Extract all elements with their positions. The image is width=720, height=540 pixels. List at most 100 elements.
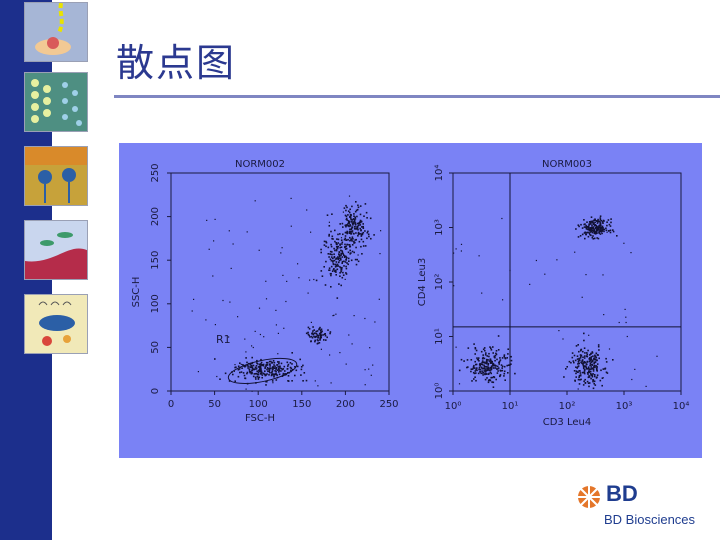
thumbnail-4[interactable] [24,220,88,280]
plot1-event [237,316,239,318]
plot1-event [314,336,316,339]
plot2-event [490,368,493,371]
plot2-event [489,371,492,373]
plot1-event [335,243,338,246]
plot1-event [345,245,347,248]
plot2-event [482,374,484,376]
plot2-event [455,248,457,250]
plot1-event [244,377,247,380]
plot1-event [343,238,346,241]
plot2-event [589,357,591,359]
plot1-event [335,263,337,266]
plot1-event [372,364,374,366]
plot2-ylabel: CD4 Leu3 [417,258,428,306]
plot1-event [347,263,349,266]
plot2-event [577,236,580,238]
plot1-event [354,226,356,228]
plot1-event [310,335,313,338]
plot2-event [599,220,601,223]
plot1-event [237,365,240,368]
plot1-event [351,236,354,238]
plot1-event [332,315,334,317]
plot2-event [583,226,586,228]
plot2-event [507,364,510,366]
plot1-event [275,379,278,381]
cell-receptor-icon [25,147,87,205]
plot1-event [275,368,277,370]
plot1-event [347,257,350,260]
plot1-event [345,247,348,250]
plot1-event [349,236,351,239]
plot1-event [281,247,283,249]
plot2-event [593,232,596,235]
plot2-event [483,364,485,367]
plot1-event [364,369,366,371]
plot2-event [482,372,485,374]
plot2-event [478,360,480,362]
plot2-event [599,229,602,231]
plot2-event [592,373,594,375]
plot1-event [351,205,353,208]
plot2-event [478,255,480,257]
plot1-event [266,367,269,369]
plot2-event [476,369,478,372]
plot2-event [608,223,611,226]
plot2-event [594,384,597,386]
plot2-event [491,362,493,364]
plot2-event [498,361,500,364]
plot1-event [330,243,332,246]
plot2-event [590,358,592,361]
plot1-event [378,298,380,300]
plot2-event [481,363,484,366]
plot1-event [264,373,266,376]
plot1-event [346,243,348,246]
plot2-event [600,224,602,227]
plot2-event [598,232,600,234]
thumbnail-2[interactable] [24,72,88,132]
plot2-event [583,219,585,221]
plot2-event [566,366,568,368]
plot1-event [360,235,363,237]
plot2-event [595,356,598,359]
plot2-event [583,367,585,370]
plot1-event [255,378,257,380]
plot1-event [338,283,340,285]
plot1-event [275,370,277,373]
plot2-event [606,224,608,227]
plot1-event [332,260,334,262]
plot2-event [596,365,598,368]
plot1-event [325,339,327,341]
plot1-event [361,232,363,235]
plot1-event [274,365,276,368]
plot2-event [596,359,598,362]
plot1-event [205,319,207,321]
plot2-event [593,361,596,364]
plot1-event [355,232,357,234]
plot1-event [264,370,266,372]
plot2-event [458,383,461,385]
thumbnail-1[interactable] [24,2,88,62]
plot2-event [589,227,592,229]
plot1-xtick-label: 0 [168,399,174,410]
plot2-event [574,251,576,253]
plot1-event [257,376,260,379]
plot2-event [589,372,592,375]
plot1-event [357,260,360,263]
plot2-event [497,335,500,337]
plot2-event [588,368,590,370]
plot1-event [270,360,272,363]
plot1-event [264,367,266,370]
scatter-plots: NORM002 0 50 100 150 200 250 0 50 100 150 200 250 FSC… [131,159,689,428]
plot2-event [588,371,591,374]
thumbnail-5[interactable] [24,294,88,354]
plot1-event [260,367,262,369]
plot1-event [245,357,247,359]
plot1-event [320,328,323,331]
plot1-event [345,239,347,241]
plot2-event [470,370,472,373]
plot2-event [592,238,595,240]
plot1-event [327,246,330,249]
plot1-event [261,364,263,366]
plot1-event [347,251,350,254]
thumbnail-3[interactable] [24,146,88,206]
